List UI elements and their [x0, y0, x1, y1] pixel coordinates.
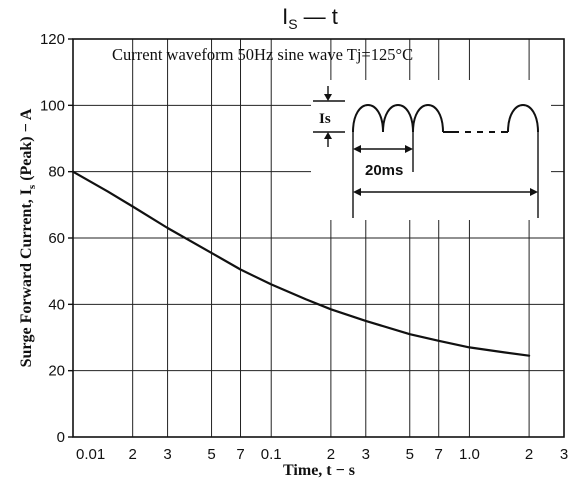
x-tick-label: 3	[362, 446, 370, 463]
x-tick-label: 3	[163, 446, 171, 463]
chart-title: IS — t	[282, 4, 338, 32]
x-tick-label: 3	[560, 446, 568, 463]
is-arrow-upper-head	[324, 94, 332, 101]
y-tick-label: 20	[48, 363, 65, 380]
chart-title-suffix: — t	[298, 4, 338, 29]
is-arrow-lower-head	[324, 132, 332, 139]
series-line	[71, 170, 531, 357]
x-tick-label: 5	[406, 446, 414, 463]
x-axis-ticks: 0.01 2 3 5 7 0.1 2 3 5 7 1.0 2 3	[76, 446, 568, 463]
period-label: 20ms	[365, 162, 403, 179]
is-label: Is	[319, 111, 331, 127]
x-tick-label: 0.1	[261, 446, 282, 463]
y-tick-label: 100	[40, 97, 65, 114]
x-tick-label: 5	[207, 446, 215, 463]
x-tick-label: 2	[128, 446, 136, 463]
period-arrow-left-head	[353, 145, 361, 153]
total-span-right-head	[530, 188, 538, 196]
chart-title-subscript: S	[288, 16, 297, 32]
inset-background	[311, 80, 551, 220]
waveform-inset: Is 20ms	[311, 80, 551, 220]
y-tick-label: 0	[57, 429, 65, 446]
y-axis-ticks: 0 20 40 60 80 100 120	[40, 31, 73, 446]
y-tick-label: 120	[40, 31, 65, 48]
y-axis-label-subscript: s	[26, 184, 38, 189]
y-tick-label: 80	[48, 164, 65, 181]
x-tick-label: 1.0	[459, 446, 480, 463]
half-sine-pulses	[352, 104, 444, 133]
data-series	[71, 170, 531, 357]
x-tick-label: 7	[236, 446, 244, 463]
x-tick-label: 0.01	[76, 446, 105, 463]
y-tick-label: 40	[48, 296, 65, 313]
y-tick-label: 60	[48, 230, 65, 247]
waveform-annotation: Current waveform 50Hz sine wave Tj=125°C	[112, 45, 413, 64]
last-pulse	[507, 104, 539, 133]
x-tick-label: 2	[525, 446, 533, 463]
total-span-left-head	[353, 188, 361, 196]
x-axis-label: Time, t − s	[283, 462, 355, 479]
y-axis-label: Surge Forward Current, Is (Peak) − A	[18, 108, 38, 367]
x-tick-label: 7	[435, 446, 443, 463]
period-arrow-right-head	[405, 145, 413, 153]
x-tick-label: 2	[327, 446, 335, 463]
y-axis-label-suffix: (Peak) − A	[18, 108, 35, 185]
